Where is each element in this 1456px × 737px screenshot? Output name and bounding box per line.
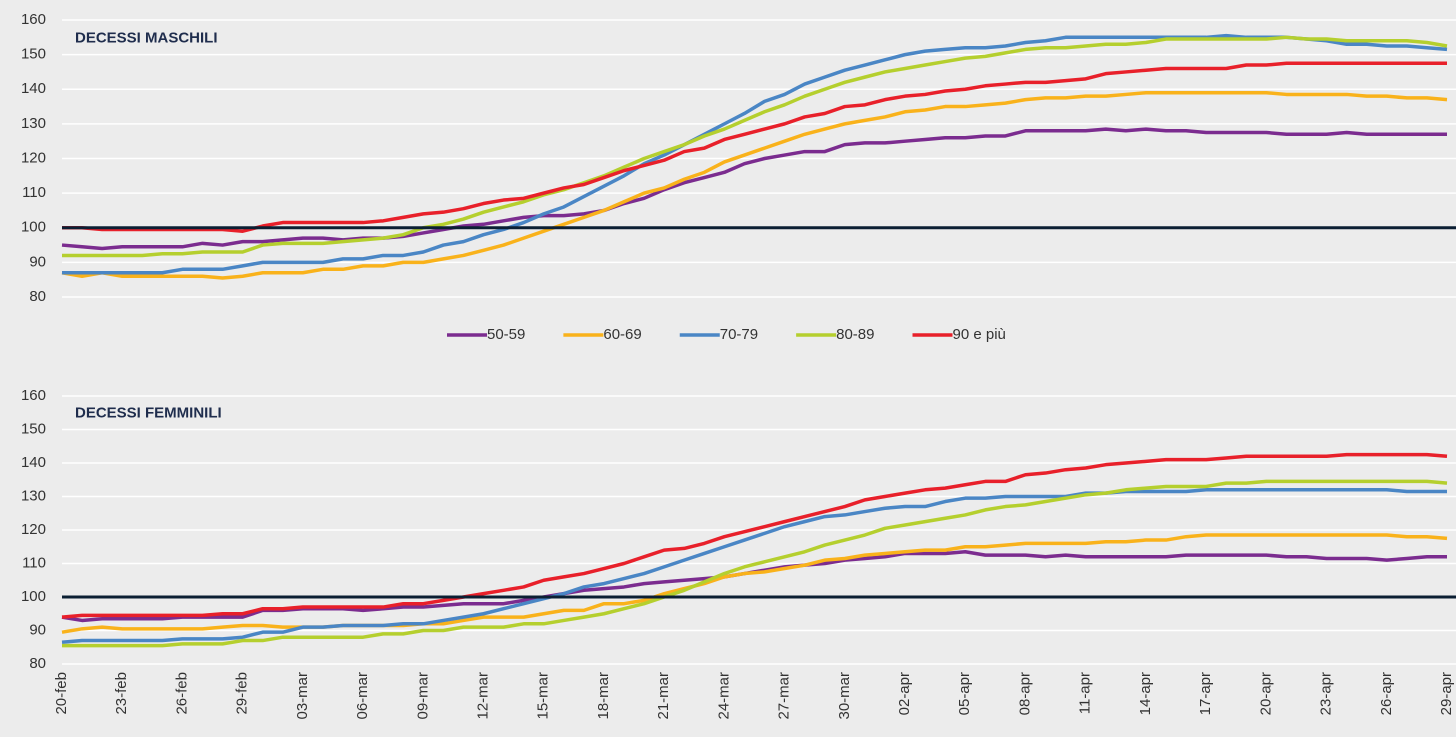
series-line: [62, 35, 1448, 258]
series-line: [61, 533, 1448, 634]
series-line: [61, 488, 1447, 644]
y-tick-label: 80: [29, 655, 46, 672]
x-tick-label: 09-mar: [414, 672, 431, 720]
y-tick-label: 140: [21, 80, 46, 97]
x-tick-label: 20-feb: [53, 672, 70, 715]
y-tick-label: 150: [21, 420, 46, 437]
x-tick-label: 20-apr: [1257, 672, 1274, 715]
x-tick-label: 14-apr: [1137, 672, 1154, 715]
y-tick-label: 160: [21, 387, 46, 404]
x-tick-label: 06-mar: [354, 672, 371, 720]
x-tick-label: 24-mar: [715, 672, 732, 720]
chart-title: DECESSI MASCHILI: [75, 30, 218, 47]
series-line: [62, 479, 1448, 648]
x-tick-label: 12-mar: [474, 672, 491, 720]
x-tick-label: 29-apr: [1438, 672, 1455, 715]
y-tick-label: 130: [21, 487, 46, 504]
y-tick-label: 120: [21, 521, 46, 538]
x-tick-label: 23-feb: [113, 672, 130, 715]
x-tick-label: 05-apr: [956, 672, 973, 715]
y-tick-label: 150: [21, 46, 46, 63]
x-tick-label: 11-apr: [1077, 672, 1094, 714]
series-line: [61, 452, 1448, 619]
legend-label: 50-59: [487, 326, 525, 343]
x-tick-label: 29-feb: [234, 672, 251, 715]
x-tick-label: 18-mar: [595, 672, 612, 720]
x-tick-label: 08-apr: [1016, 672, 1033, 715]
x-tick-label: 23-apr: [1318, 672, 1335, 715]
x-tick-label: 26-feb: [173, 672, 190, 715]
male-panel: 80 90 100 110 120 130 140 150 160 DECESSI MASCHIL…: [21, 11, 1456, 305]
legend-label: 90 e più: [953, 326, 1006, 343]
x-tick-label: 03-mar: [294, 672, 311, 720]
legend-label: 80-89: [836, 326, 874, 343]
y-tick-label: 90: [29, 621, 46, 638]
y-tick-label: 160: [21, 11, 46, 28]
series-line: [62, 61, 1447, 233]
y-tick-label: 110: [22, 184, 46, 201]
x-tick-label: 02-apr: [896, 672, 913, 715]
female-panel: 80 90 100 110 120 130 140 150 160 DECESSI FEMMINI…: [21, 387, 1456, 720]
y-tick-label: 90: [29, 253, 46, 270]
legend-label: 70-79: [720, 326, 758, 343]
legend: 50-59 60-69 70-79 80-89 90 e più: [447, 326, 1006, 343]
y-tick-label: 120: [21, 149, 46, 166]
x-tick-label: 21-mar: [655, 672, 672, 720]
series-line: [61, 90, 1448, 280]
x-tick-label: 30-mar: [836, 672, 853, 720]
x-tick-label: 15-mar: [535, 672, 552, 720]
y-tick-label: 110: [22, 554, 46, 571]
y-tick-label: 80: [29, 288, 46, 305]
x-tick-label: 26-apr: [1378, 672, 1395, 715]
x-tick-label: 17-apr: [1197, 672, 1214, 715]
legend-label: 60-69: [603, 326, 641, 343]
series-line: [61, 127, 1447, 251]
series-line: [62, 33, 1448, 275]
y-tick-label: 140: [21, 454, 46, 471]
chart-title: DECESSI FEMMINILI: [75, 404, 222, 421]
y-tick-label: 100: [21, 588, 46, 605]
y-tick-label: 130: [21, 115, 46, 132]
y-tick-label: 100: [21, 219, 46, 236]
x-tick-label: 27-mar: [776, 672, 793, 720]
